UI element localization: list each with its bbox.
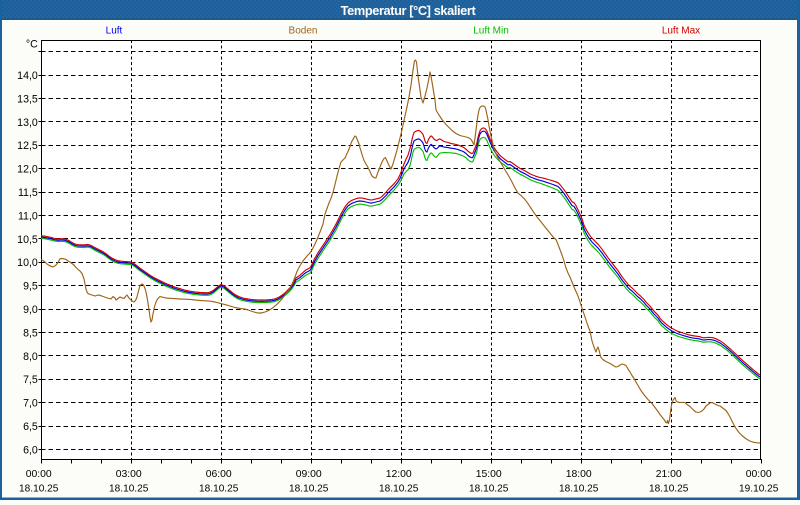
svg-text:7,5: 7,5 <box>23 374 38 386</box>
svg-text:00:00: 00:00 <box>26 469 52 480</box>
svg-text:18.10.25: 18.10.25 <box>469 484 509 495</box>
svg-text:Luft: Luft <box>106 26 123 37</box>
svg-text:11,0: 11,0 <box>18 210 38 222</box>
svg-text:Luft Max: Luft Max <box>662 26 700 37</box>
svg-text:13,5: 13,5 <box>17 93 38 105</box>
svg-text:09:00: 09:00 <box>296 469 322 480</box>
svg-text:18.10.25: 18.10.25 <box>109 484 149 495</box>
svg-text:10,0: 10,0 <box>17 257 38 269</box>
svg-text:10,5: 10,5 <box>17 234 38 246</box>
svg-text:8,5: 8,5 <box>23 327 38 339</box>
svg-text:8,0: 8,0 <box>23 351 38 363</box>
svg-text:18.10.25: 18.10.25 <box>559 484 599 495</box>
svg-text:00:00: 00:00 <box>746 469 772 480</box>
svg-text:9,5: 9,5 <box>23 281 38 293</box>
svg-text:18.10.25: 18.10.25 <box>649 484 689 495</box>
svg-text:6,0: 6,0 <box>23 444 38 456</box>
svg-text:14,0: 14,0 <box>17 70 38 82</box>
svg-text:13,0: 13,0 <box>17 117 38 129</box>
svg-text:Luft Min: Luft Min <box>473 26 509 37</box>
svg-text:12,5: 12,5 <box>17 140 38 152</box>
svg-text:12,0: 12,0 <box>17 164 38 176</box>
svg-text:21:00: 21:00 <box>656 469 682 480</box>
svg-text:18:00: 18:00 <box>566 469 592 480</box>
svg-text:18.10.25: 18.10.25 <box>199 484 239 495</box>
svg-text:06:00: 06:00 <box>206 469 232 480</box>
svg-text:18.10.25: 18.10.25 <box>19 484 59 495</box>
svg-text:15:00: 15:00 <box>476 469 502 480</box>
svg-text:9,0: 9,0 <box>23 304 38 316</box>
svg-text:18.10.25: 18.10.25 <box>379 484 419 495</box>
svg-text:19.10.25: 19.10.25 <box>739 484 779 495</box>
svg-text:11,5: 11,5 <box>18 187 38 199</box>
svg-text:°C: °C <box>26 39 38 51</box>
svg-text:18.10.25: 18.10.25 <box>289 484 329 495</box>
svg-text:6,5: 6,5 <box>23 421 38 433</box>
svg-text:7,0: 7,0 <box>23 398 38 410</box>
svg-text:03:00: 03:00 <box>116 469 142 480</box>
svg-text:Temperatur [°C] skaliert: Temperatur [°C] skaliert <box>341 3 477 18</box>
svg-text:Boden: Boden <box>289 26 318 37</box>
svg-text:12:00: 12:00 <box>386 469 412 480</box>
